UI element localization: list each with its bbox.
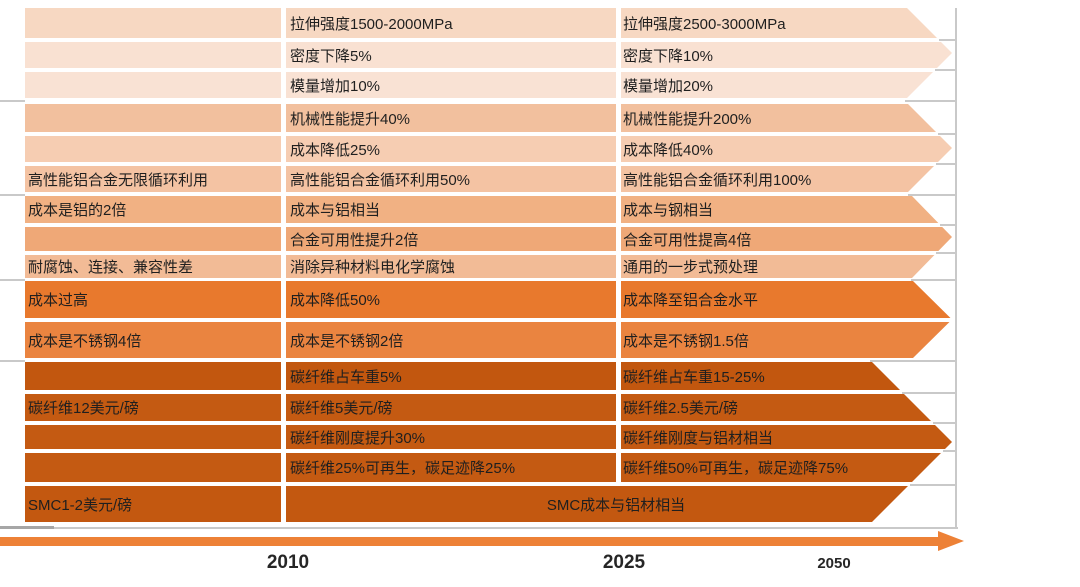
gridline [0,360,25,362]
column-divider [616,281,621,358]
gridline [905,100,955,102]
arrow-group-3: 成本是铝的2倍 成本与铝相当 成本与钢相当 合金可用性提升2倍 合金可用性提高4… [25,196,952,278]
column-divider [281,8,286,98]
roadmap-row: 成本过高 成本降低50% 成本降至铝合金水平 [25,281,952,318]
arrow-group-5: 碳纤维占车重5% 碳纤维占车重15-25% 碳纤维12美元/磅 碳纤维5美元/磅… [25,362,952,522]
cell-baseline: 高性能铝合金无限循环利用 [28,171,209,189]
gridline [933,422,955,424]
roadmap-row: 密度下降5% 密度下降10% [25,42,952,68]
cell-2010: 合金可用性提升2倍 [290,231,419,249]
roadmap-row: 成本是不锈钢4倍 成本是不锈钢2倍 成本是不锈钢1.5倍 [25,322,952,358]
roadmap-row: 耐腐蚀、连接、兼容性差 消除异种材料电化学腐蚀 通用的一步式预处理 [25,255,952,278]
cell-2010: 密度下降5% [290,47,372,65]
cell-2010: 消除异种材料电化学腐蚀 [290,259,456,276]
roadmap-row: 合金可用性提升2倍 合金可用性提高4倍 [25,227,952,251]
cell-2025: 碳纤维刚度与铝材相当 [623,429,774,447]
cell-2025: 模量增加20% [623,77,714,95]
column-divider [616,104,621,192]
gridline-bottom-dark [0,526,54,529]
gridline [902,392,955,394]
column-divider [281,104,286,192]
cell-2010: 拉伸强度1500-2000MPa [290,15,453,33]
timeline-bar [0,537,938,546]
gridline-vertical [955,8,957,529]
gridline [0,194,25,196]
cell-baseline: 成本过高 [28,292,89,309]
roadmap-row: 碳纤维占车重5% 碳纤维占车重15-25% [25,362,952,390]
cell-2010: 模量增加10% [290,77,381,95]
column-divider [281,281,286,358]
roadmap-row: SMC1-2美元/磅 SMC成本与铝材相当 [25,486,952,522]
cell-2010: 机械性能提升40% [290,110,411,128]
cell-2010: 成本降低50% [290,292,381,309]
gridline [940,224,955,226]
cell-baseline: 耐腐蚀、连接、兼容性差 [28,259,194,276]
timeline-year-2025: 2025 [602,552,646,573]
timeline-year-2010: 2010 [266,552,310,573]
gridline [943,450,955,452]
gridline [938,133,955,135]
cell-baseline: 成本是铝的2倍 [28,202,127,219]
arrow-group-2: 机械性能提升40% 机械性能提升200% 成本降低25% 成本降低40% 高性能… [25,104,952,192]
gridline [0,100,25,102]
cell-baseline: 碳纤维12美元/磅 [28,400,139,417]
gridline-bottom [0,527,958,529]
arrow-group-4: 成本过高 成本降低50% 成本降至铝合金水平 成本是不锈钢4倍 成本是不锈钢2倍… [25,281,952,358]
cell-2025: 成本是不锈钢1.5倍 [623,332,749,350]
cell-2025: 高性能铝合金循环利用100% [623,171,812,189]
cell-2010: 成本与铝相当 [290,202,381,219]
cell-2025: 碳纤维2.5美元/磅 [623,400,739,417]
roadmap-row: 机械性能提升40% 机械性能提升200% [25,104,952,132]
timeline-year-2050: 2050 [817,555,851,572]
cell-2025: 成本降至铝合金水平 [623,292,759,309]
column-divider [616,196,621,278]
roadmap-row: 碳纤维刚度提升30% 碳纤维刚度与铝材相当 [25,425,952,449]
gridline [0,279,25,281]
roadmap-row: 碳纤维12美元/磅 碳纤维5美元/磅 碳纤维2.5美元/磅 [25,394,952,421]
roadmap-row: 成本是铝的2倍 成本与铝相当 成本与钢相当 [25,196,952,223]
cell-2025: 碳纤维50%可再生，碳足迹降75% [623,460,849,477]
gridline [936,163,955,165]
cell-2025: 成本与钢相当 [623,202,714,219]
column-divider [281,196,286,278]
roadmap-row: 成本降低25% 成本降低40% [25,136,952,162]
gridline [939,39,955,41]
cell-2010: 成本降低25% [290,141,381,159]
cell-2025: 密度下降10% [623,47,714,65]
cell-2010: 碳纤维占车重5% [290,368,402,386]
cell-2025: 通用的一步式预处理 [623,259,759,276]
gridline [910,484,955,486]
cell-2025: 碳纤维占车重15-25% [623,368,765,386]
column-divider [281,362,286,522]
column-divider [616,362,621,483]
cell-2025: 合金可用性提高4倍 [623,231,752,249]
cell-2025: 成本降低40% [623,141,714,159]
cell-2025: 拉伸强度2500-3000MPa [623,15,786,33]
roadmap-row: 碳纤维25%可再生，碳足迹降25% 碳纤维50%可再生，碳足迹降75% [25,453,952,482]
column-divider [616,8,621,98]
gridline [870,360,955,362]
cell-2025: 机械性能提升200% [623,110,752,128]
gridline [908,194,955,196]
arrow-group-1: 拉伸强度1500-2000MPa 拉伸强度2500-3000MPa 密度下降5%… [25,8,952,98]
cell-2010: 碳纤维25%可再生，碳足迹降25% [290,460,516,477]
gridline [911,279,955,281]
cell-2010: 成本是不锈钢2倍 [290,332,404,350]
roadmap-row: 拉伸强度1500-2000MPa 拉伸强度2500-3000MPa [25,8,952,38]
cell-baseline: 成本是不锈钢4倍 [28,332,142,350]
cell-2010: 碳纤维刚度提升30% [290,429,426,447]
roadmap-row: 高性能铝合金无限循环利用 高性能铝合金循环利用50% 高性能铝合金循环利用100… [25,166,952,192]
timeline-arrowhead-icon [938,531,964,551]
cell-baseline: SMC1-2美元/磅 [28,496,133,514]
gridline [936,252,955,254]
gridline [935,69,955,71]
roadmap-row: 模量增加10% 模量增加20% [25,72,952,98]
cell-2010: 碳纤维5美元/磅 [290,400,393,417]
cell-merged: SMC成本与铝材相当 [546,496,686,514]
cell-2010: 高性能铝合金循环利用50% [290,171,471,189]
